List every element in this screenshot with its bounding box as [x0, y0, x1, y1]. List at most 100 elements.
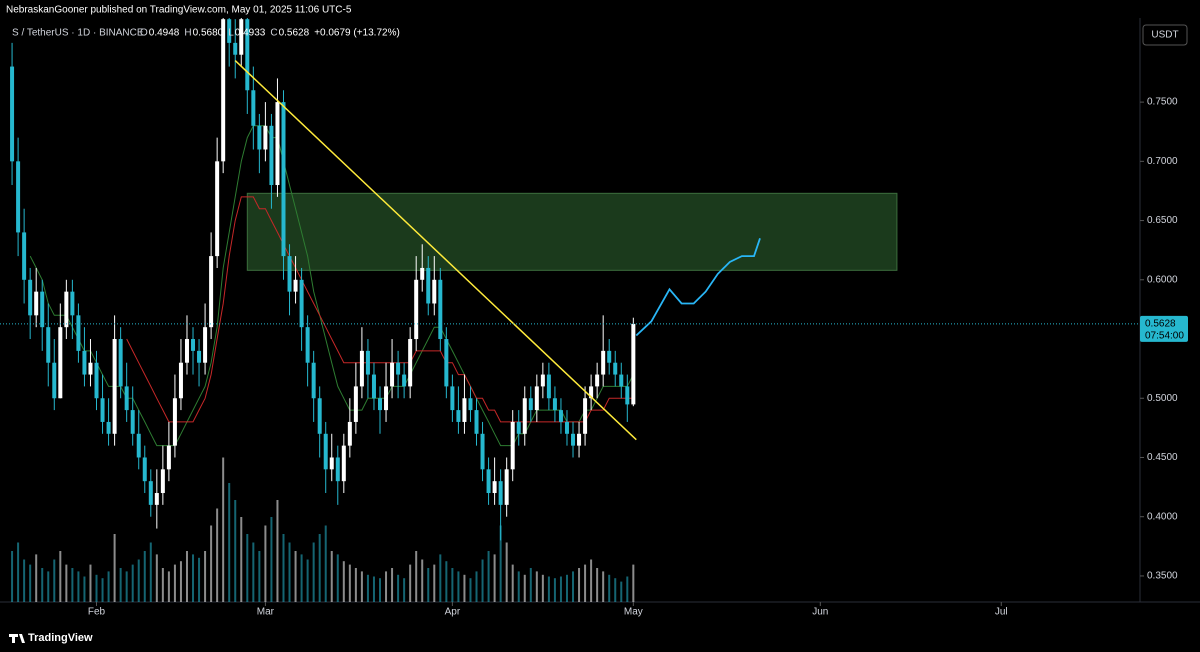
candle-body [583, 398, 588, 434]
candle-body [625, 386, 630, 405]
candle-body [136, 433, 141, 458]
volume-bar [107, 571, 110, 602]
footer [0, 620, 1200, 652]
candle-body [516, 421, 521, 434]
moving-average [126, 196, 634, 423]
volume-bar [192, 554, 195, 602]
volume-bar [276, 500, 279, 602]
volume-bar [385, 571, 388, 602]
candle-body [371, 374, 376, 399]
volume-bar [101, 578, 104, 602]
x-tick-label: May [624, 607, 643, 618]
volume-bar [602, 571, 605, 602]
candle-body [76, 315, 81, 351]
currency[interactable]: USDT [1151, 30, 1178, 41]
candle-body [293, 279, 298, 292]
volume-bar [252, 542, 255, 602]
ohlc-legend: O 0.4948 H 0.5680 L 0.4933 C 0.5628 +0.0679 (+13… [140, 28, 400, 39]
currency-box[interactable] [1142, 24, 1188, 46]
candle-body [631, 323, 636, 405]
candle-body [203, 327, 208, 363]
candle-body [486, 469, 491, 494]
volume-bar [17, 542, 20, 602]
ohlc-value: 0.5680 [193, 28, 224, 39]
volume-bar [300, 554, 303, 602]
volume-bar [312, 542, 315, 602]
volume-bar [379, 578, 381, 602]
candle-body [16, 161, 21, 233]
volume-bar [415, 551, 418, 602]
candle-body [474, 410, 479, 434]
candle-body [22, 232, 27, 280]
candle-body [335, 457, 340, 482]
volume-bar [391, 568, 394, 602]
ohlc-value: 0.4933 [235, 28, 266, 39]
candle-body [432, 279, 437, 304]
candle-body [10, 66, 15, 162]
price-tag-value: 0.5628 [1145, 319, 1176, 330]
candle-body [269, 125, 274, 186]
volume-bar [29, 564, 32, 602]
candle-body [426, 267, 431, 304]
ohlc-key: H [184, 28, 191, 39]
volume-bar [270, 517, 273, 602]
volume-bar [620, 581, 623, 602]
x-tick-label: Feb [88, 607, 106, 618]
volume-bar [240, 517, 243, 602]
volume-bar [565, 574, 568, 602]
candle-body [28, 279, 33, 316]
candle-body [34, 291, 39, 316]
volume-bar [65, 564, 68, 602]
volume-bar [499, 525, 502, 602]
volume-bar [83, 576, 86, 602]
candle-body [571, 433, 576, 446]
candle-body [378, 398, 382, 411]
volume-bar [137, 559, 140, 602]
candle-body [396, 362, 401, 375]
candle-body [341, 445, 346, 482]
volume-bar [463, 574, 466, 602]
volume-bar [541, 574, 544, 602]
volume-bar [445, 561, 448, 602]
volume-bar [632, 564, 635, 602]
volume-bar [596, 568, 599, 602]
volume-bar [505, 542, 508, 602]
volume-bar [553, 578, 556, 602]
candle-body [130, 410, 135, 434]
volume-bar [451, 568, 454, 602]
candle-body [287, 256, 292, 292]
volume-bar [409, 564, 412, 602]
candle-body [462, 398, 467, 422]
volume-bar [173, 564, 176, 602]
candle-body [46, 327, 51, 363]
volume-bar [324, 525, 327, 602]
candle-body [82, 350, 87, 375]
candle-body [402, 374, 407, 387]
volume-bar [487, 551, 490, 602]
candle-body [233, 42, 238, 55]
candle-body [142, 457, 147, 482]
candle-body [384, 386, 389, 411]
candle-body [88, 362, 93, 375]
candle-body [257, 125, 262, 150]
volume-bar [469, 578, 472, 602]
volume-bar [439, 554, 442, 602]
candle-body [106, 421, 111, 434]
volume-bar [198, 557, 201, 602]
volume-bar [421, 559, 424, 602]
candle-body [480, 433, 485, 470]
volume-bar [403, 578, 406, 602]
volume-bar [47, 571, 50, 602]
candle-body [209, 256, 214, 328]
candle-body [601, 350, 606, 375]
candle-body [100, 398, 105, 422]
candle-body [420, 267, 425, 280]
candle-body [221, 19, 226, 162]
candle-body [275, 102, 280, 186]
candle-body [438, 279, 443, 340]
volume-bar [246, 534, 249, 602]
candle-body [148, 481, 153, 505]
countdown: 07:54:00 [1145, 331, 1184, 342]
